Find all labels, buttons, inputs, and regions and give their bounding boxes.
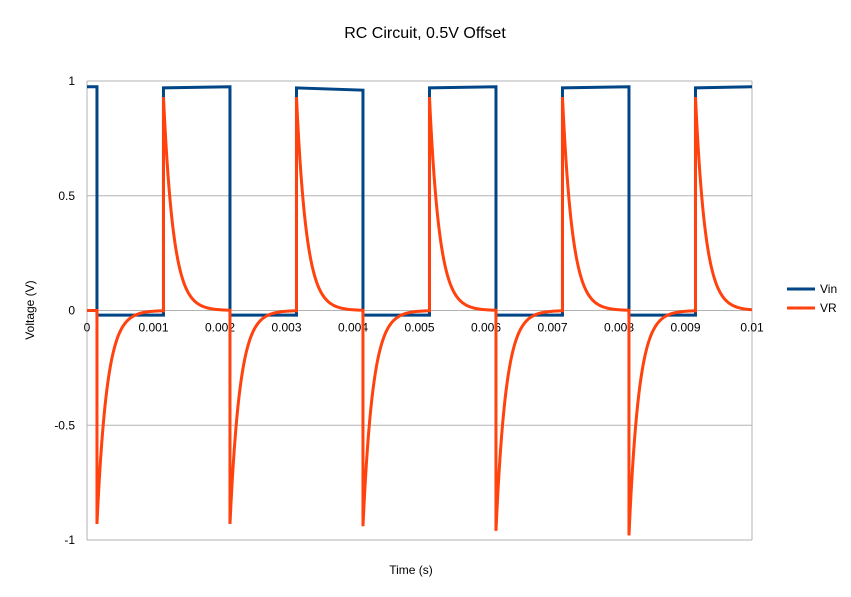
x-tick-label: 0.007 (537, 321, 567, 335)
x-tick-label: 0.01 (740, 321, 764, 335)
y-tick-label: 0 (68, 304, 75, 318)
x-tick-label: 0.006 (471, 321, 501, 335)
x-tick-label: 0.001 (138, 321, 168, 335)
x-tick-label: 0.005 (404, 321, 434, 335)
y-tick-label: 1 (68, 74, 75, 88)
x-tick-label: 0.004 (338, 321, 368, 335)
y-tick-labels: 1 0.5 0 -0.5 -1 (54, 74, 75, 547)
series-line-vr (87, 96, 753, 536)
x-axis-label: Time (s) (389, 563, 433, 577)
chart-title: RC Circuit, 0.5V Offset (344, 25, 506, 42)
x-tick-labels: 0 0.001 0.002 0.003 0.004 0.005 0.006 0.007 0.00… (84, 321, 764, 335)
y-axis-label: Voltage (V) (23, 280, 37, 339)
legend-label-vr: VR (820, 301, 837, 315)
x-tick-label: 0.008 (604, 321, 634, 335)
legend: Vin VR (787, 282, 837, 315)
x-tick-label: 0 (84, 321, 91, 335)
y-tick-label: 0.5 (58, 189, 75, 203)
series-line-vin (87, 85, 753, 317)
x-tick-label: 0.009 (670, 321, 700, 335)
series-group (87, 85, 753, 536)
x-tick-label: 0.002 (205, 321, 235, 335)
y-tick-label: -0.5 (54, 418, 75, 432)
x-tick-label: 0.003 (271, 321, 301, 335)
y-tick-label: -1 (64, 533, 75, 547)
legend-label-vin: Vin (820, 282, 837, 296)
